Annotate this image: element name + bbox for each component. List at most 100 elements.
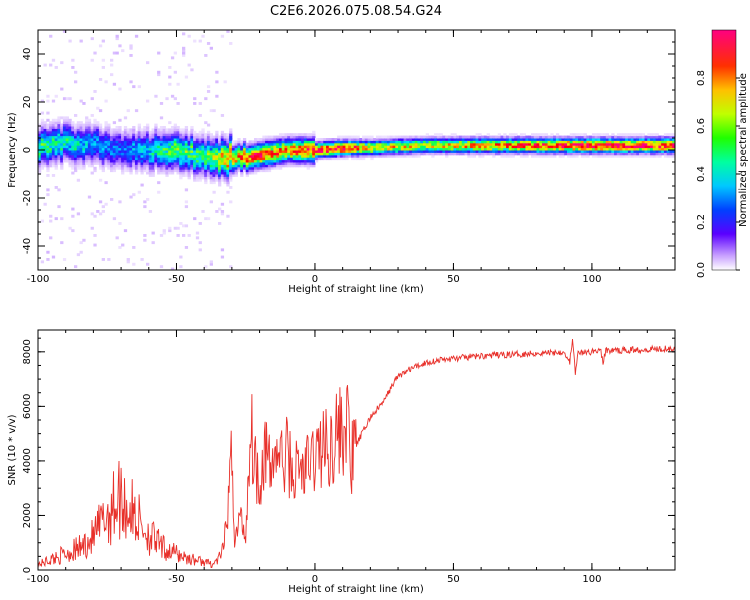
heatmap-cell bbox=[198, 164, 202, 168]
heatmap-cell bbox=[417, 140, 421, 144]
heatmap-cell bbox=[284, 157, 288, 161]
heatmap-cell bbox=[464, 152, 468, 156]
heatmap-cell bbox=[85, 159, 89, 163]
heatmap-cell bbox=[434, 135, 438, 139]
heatmap-cell bbox=[173, 159, 177, 163]
heatmap-cell bbox=[182, 174, 186, 177]
heatmap-cell bbox=[46, 138, 50, 141]
heatmap-cell bbox=[375, 138, 380, 141]
heatmap-cell bbox=[542, 133, 546, 137]
heatmap-cell bbox=[151, 166, 155, 170]
heatmap-cell bbox=[652, 147, 657, 151]
heatmap-cell bbox=[79, 150, 83, 153]
heatmap-cell bbox=[96, 140, 100, 144]
heatmap-cell bbox=[638, 140, 643, 144]
heatmap-cell bbox=[492, 145, 496, 149]
heatmap-cell bbox=[101, 140, 105, 144]
heatmap-cell bbox=[57, 205, 61, 209]
heatmap-cell bbox=[320, 150, 324, 153]
heatmap-cell bbox=[267, 169, 272, 173]
heatmap-cell bbox=[90, 212, 94, 216]
heatmap-cell bbox=[644, 138, 648, 141]
heatmap-cell bbox=[666, 138, 670, 141]
heatmap-cell bbox=[193, 152, 197, 156]
heatmap-cell bbox=[74, 265, 78, 269]
heatmap-cell bbox=[312, 133, 316, 137]
heatmap-cell bbox=[162, 169, 166, 173]
heatmap-cell bbox=[353, 150, 357, 153]
heatmap-cell bbox=[179, 255, 183, 259]
heatmap-cell bbox=[672, 154, 675, 158]
heatmap-cell bbox=[212, 164, 216, 168]
heatmap-cell bbox=[265, 147, 269, 151]
heatmap-cell bbox=[43, 128, 47, 132]
heatmap-cell bbox=[129, 159, 133, 163]
heatmap-cell bbox=[143, 200, 147, 204]
heatmap-cell bbox=[71, 171, 75, 175]
heatmap-cell bbox=[104, 159, 108, 163]
heatmap-cell bbox=[110, 133, 114, 137]
heatmap-cell bbox=[195, 150, 200, 153]
heatmap-cell bbox=[209, 169, 213, 173]
heatmap-cell bbox=[267, 162, 272, 165]
heatmap-cell bbox=[409, 140, 413, 144]
spectrogram-heatmap bbox=[38, 30, 675, 270]
heatmap-cell bbox=[46, 130, 50, 134]
heatmap-cell bbox=[254, 150, 258, 153]
heatmap-cell bbox=[262, 150, 266, 153]
heatmap-cell bbox=[242, 152, 247, 156]
heatmap-cell bbox=[292, 162, 297, 165]
heatmap-cell bbox=[123, 116, 128, 120]
heatmap-cell bbox=[290, 152, 294, 156]
heatmap-cell bbox=[121, 243, 125, 247]
heatmap-cell bbox=[154, 130, 158, 134]
heatmap-cell bbox=[251, 157, 255, 161]
heatmap-cell bbox=[647, 138, 651, 141]
heatmap-cell bbox=[544, 140, 549, 144]
heatmap-cell bbox=[503, 138, 507, 141]
heatmap-cell bbox=[223, 154, 227, 158]
heatmap-cell bbox=[292, 159, 297, 163]
heatmap-cell bbox=[276, 150, 280, 153]
heatmap-cell bbox=[248, 145, 252, 149]
heatmap-cell bbox=[198, 138, 202, 141]
heatmap-cell bbox=[71, 130, 75, 134]
heatmap-cell bbox=[107, 126, 111, 129]
heatmap-cell bbox=[85, 133, 89, 137]
heatmap-cell bbox=[292, 157, 297, 161]
heatmap-cell bbox=[90, 171, 94, 175]
heatmap-cell bbox=[259, 166, 263, 170]
heatmap-cell bbox=[226, 181, 230, 185]
heatmap-cell bbox=[461, 150, 466, 153]
heatmap-cell bbox=[76, 253, 81, 257]
heatmap-cell bbox=[76, 123, 81, 127]
heatmap-cell bbox=[62, 128, 67, 132]
heatmap-cell bbox=[104, 157, 108, 161]
heatmap-cell bbox=[40, 135, 45, 139]
heatmap-cell bbox=[110, 63, 114, 67]
heatmap-cell bbox=[118, 159, 122, 163]
heatmap-cell bbox=[517, 152, 521, 156]
heatmap-cell bbox=[151, 135, 155, 139]
heatmap-cell bbox=[530, 145, 535, 149]
heatmap-cell bbox=[118, 87, 122, 91]
heatmap-cell bbox=[126, 166, 130, 170]
heatmap-cell bbox=[98, 78, 103, 81]
heatmap-cell bbox=[123, 166, 128, 170]
heatmap-cell bbox=[87, 195, 92, 199]
heatmap-cell bbox=[278, 138, 283, 141]
heatmap-cell bbox=[148, 133, 153, 137]
heatmap-cell bbox=[170, 140, 175, 144]
heatmap-cell bbox=[49, 154, 53, 158]
heatmap-cell bbox=[82, 166, 86, 170]
heatmap-cell bbox=[198, 169, 202, 173]
heatmap-cell bbox=[530, 154, 535, 158]
heatmap-cell bbox=[201, 176, 205, 180]
heatmap-cell bbox=[506, 138, 510, 141]
heatmap-cell bbox=[212, 169, 216, 173]
heatmap-cell bbox=[420, 138, 424, 141]
heatmap-cell bbox=[226, 140, 230, 144]
heatmap-cell bbox=[82, 135, 86, 139]
heatmap-cell bbox=[619, 145, 623, 149]
heatmap-cell bbox=[98, 150, 103, 153]
